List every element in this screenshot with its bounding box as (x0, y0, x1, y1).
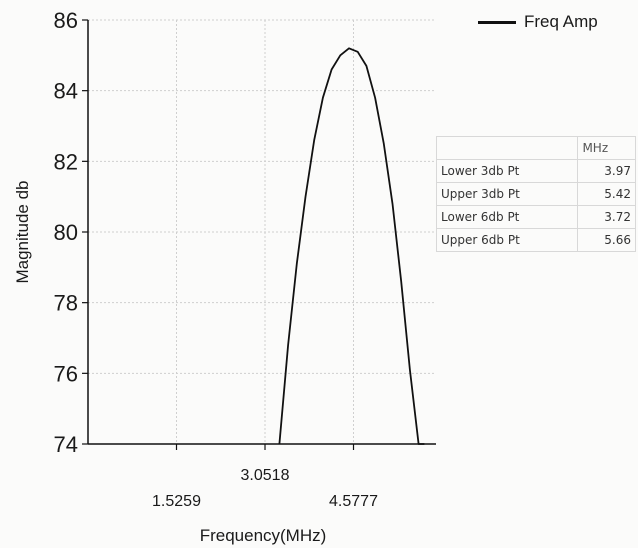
legend: Freq Amp (478, 12, 598, 32)
y-tick-label: 84 (54, 79, 78, 104)
axes (82, 19, 436, 450)
x-tick-label: 3.0518 (241, 467, 290, 484)
series-layer (278, 47, 425, 445)
table-row-value: 5.66 (577, 228, 636, 252)
table-row-value: 3.97 (577, 159, 636, 183)
labels: 74 76 78 80 82 84 86 1.5259 3.0518 4.5777 (54, 8, 379, 510)
table-unit-header: MHz (577, 136, 636, 160)
x-tick-label: 1.5259 (152, 493, 201, 510)
y-tick-label: 82 (54, 149, 78, 174)
table-row-label: Upper 6db Pt (435, 228, 579, 252)
series-line (278, 47, 425, 445)
y-tick-label: 80 (54, 220, 78, 245)
table-row: Upper 6db Pt 5.66 (435, 228, 636, 252)
x-axis-label: Frequency(MHz) (200, 526, 327, 545)
table-row: Lower 3db Pt 3.97 (435, 159, 636, 183)
y-tick-label: 76 (54, 361, 78, 386)
table-header-row: MHz (435, 136, 636, 160)
y-tick-label: 78 (54, 291, 78, 316)
table-row: Upper 3db Pt 5.42 (435, 182, 636, 206)
bandwidth-table: MHz Lower 3db Pt 3.97 Upper 3db Pt 5.42 … (435, 136, 636, 252)
y-tick-label: 74 (54, 432, 78, 457)
x-tick-label: 4.5777 (329, 493, 378, 510)
y-tick-label: 86 (54, 8, 78, 33)
table-row-label: Lower 6db Pt (435, 205, 579, 229)
legend-swatch (478, 20, 516, 24)
grid (88, 19, 436, 445)
table-row-label: Lower 3db Pt (435, 159, 579, 183)
table-row-value: 5.42 (577, 182, 636, 206)
table-header-blank (435, 136, 579, 160)
table-row-label: Upper 3db Pt (435, 182, 579, 206)
legend-label: Freq Amp (524, 12, 598, 31)
table-row-value: 3.72 (577, 205, 636, 229)
table-row: Lower 6db Pt 3.72 (435, 205, 636, 229)
y-axis-label: Magnitude db (13, 180, 32, 283)
